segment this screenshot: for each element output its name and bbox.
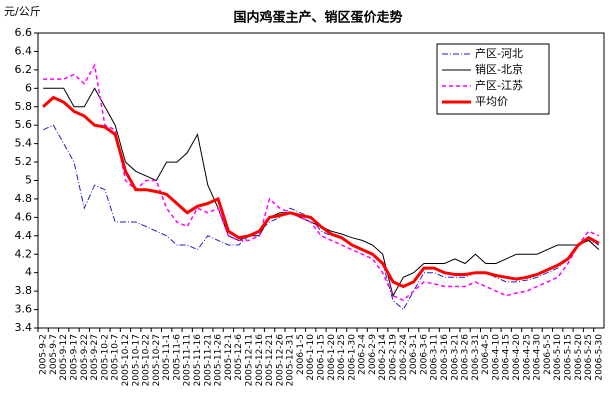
- y-tick-label: 4.6: [15, 210, 33, 223]
- y-tick-label: 5.6: [15, 118, 33, 131]
- x-tick-label: 2005-9-2: [39, 334, 49, 375]
- y-tick-label: 3.4: [15, 321, 33, 334]
- y-tick-label: 5.4: [15, 137, 33, 150]
- x-tick-label: 2005-11-16: [193, 334, 203, 387]
- chart-title: 国内鸡蛋主产、销区蛋价走势: [233, 10, 402, 26]
- x-tick-label: 2006-3-1: [409, 334, 419, 375]
- x-tick-label: 2005-9-7: [49, 334, 59, 375]
- x-tick-label: 2005-11-21: [203, 334, 213, 386]
- x-tick-label: 2005-11-11: [183, 334, 193, 386]
- x-tick-label: 2006-3-11: [430, 334, 440, 381]
- x-tick-label: 2005-12-26: [275, 334, 285, 387]
- series-line: [42, 95, 600, 289]
- x-tick-label: 2006-2-24: [399, 334, 409, 381]
- x-tick-label: 2005-11-26: [214, 334, 224, 387]
- x-tick-label: 2005-10-12: [121, 334, 131, 386]
- x-tick-label: 2006-3-16: [440, 334, 450, 381]
- x-tick-label: 2006-3-6: [419, 334, 429, 375]
- legend-label: 产区-河北: [475, 46, 523, 60]
- y-tick-label: 3.8: [15, 284, 33, 297]
- y-tick-label: 5.2: [15, 155, 33, 168]
- series-line: [42, 124, 600, 311]
- x-tick-label: 2006-5-25: [584, 334, 594, 381]
- x-tick-label: 2005-10-2: [100, 334, 110, 381]
- x-tick-label: 2006-3-31: [471, 334, 481, 381]
- x-tick-label: 2006-5-10: [553, 334, 563, 381]
- x-tick-label: 2005-11-6: [172, 334, 182, 381]
- x-tick-label: 2005-10-27: [152, 334, 162, 386]
- y-tick-label: 4.4: [15, 229, 33, 242]
- x-tick-label: 2006-5-15: [563, 334, 573, 381]
- x-tick-label: 2006-1-5: [296, 334, 306, 375]
- x-tick-label: 2005-9-27: [90, 334, 100, 381]
- y-tick-label: 6.6: [15, 26, 33, 39]
- y-tick-label: 5.8: [15, 100, 33, 113]
- x-tick-label: 2006-4-5: [481, 334, 491, 375]
- x-tick-label: 2006-1-15: [317, 334, 327, 381]
- x-tick-label: 2006-3-21: [450, 334, 460, 381]
- x-tick-label: 2006-4-10: [491, 334, 501, 381]
- y-tick-label: 3.6: [15, 303, 33, 316]
- y-tick-label: 6.4: [15, 44, 33, 57]
- x-tick-label: 2006-2-4: [358, 334, 368, 375]
- x-tick-label: 2006-1-25: [337, 334, 347, 381]
- x-tick-label: 2006-2-19: [389, 334, 399, 381]
- y-tick-label: 5: [25, 174, 32, 187]
- x-tick-label: 2006-5-20: [574, 334, 584, 381]
- y-tick-label: 4.8: [15, 192, 33, 205]
- x-tick-label: 2006-4-25: [522, 334, 532, 381]
- legend-label: 销区-北京: [475, 62, 523, 76]
- x-tick-label: 2005-9-12: [59, 334, 69, 381]
- x-tick-label: 2006-1-30: [347, 334, 357, 381]
- x-tick-label: 2005-12-21: [265, 334, 275, 386]
- x-tick-label: 2006-2-9: [368, 334, 378, 375]
- x-tick-label: 2006-5-5: [543, 334, 553, 375]
- x-tick-label: 2005-9-22: [80, 334, 90, 381]
- x-tick-label: 2006-4-30: [533, 334, 543, 381]
- y-axis-label: 元/公斤: [4, 5, 41, 18]
- x-tick-label: 2005-10-17: [131, 334, 141, 386]
- x-tick-label: 2006-4-15: [502, 334, 512, 381]
- x-tick-label: 2005-10-22: [142, 334, 152, 386]
- y-tick-label: 4: [25, 266, 32, 279]
- x-tick-label: 2006-1-20: [327, 334, 337, 381]
- x-tick-label: 2006-3-26: [461, 334, 471, 381]
- x-tick-label: 2005-9-17: [70, 334, 80, 381]
- y-tick-label: 6: [25, 81, 32, 94]
- x-tick-label: 2005-12-11: [244, 334, 254, 386]
- y-tick-label: 6.2: [15, 63, 33, 76]
- legend-label: 平均价: [475, 95, 508, 108]
- y-tick-label: 4.2: [15, 247, 33, 260]
- x-tick-label: 2005-12-6: [234, 334, 244, 381]
- x-tick-label: 2005-12-1: [224, 334, 234, 381]
- x-tick-label: 2005-12-31: [286, 334, 296, 386]
- legend-label: 产区-江苏: [475, 78, 523, 92]
- x-tick-label: 2005-10-7: [111, 334, 121, 381]
- x-tick-label: 2006-5-30: [594, 334, 604, 381]
- x-tick-label: 2006-2-14: [378, 334, 388, 381]
- x-tick-label: 2005-11-1: [162, 334, 172, 381]
- x-tick-label: 2006-1-10: [306, 334, 316, 381]
- x-tick-label: 2005-12-16: [255, 334, 265, 387]
- x-tick-label: 2006-4-20: [512, 334, 522, 381]
- series-line: [43, 87, 600, 298]
